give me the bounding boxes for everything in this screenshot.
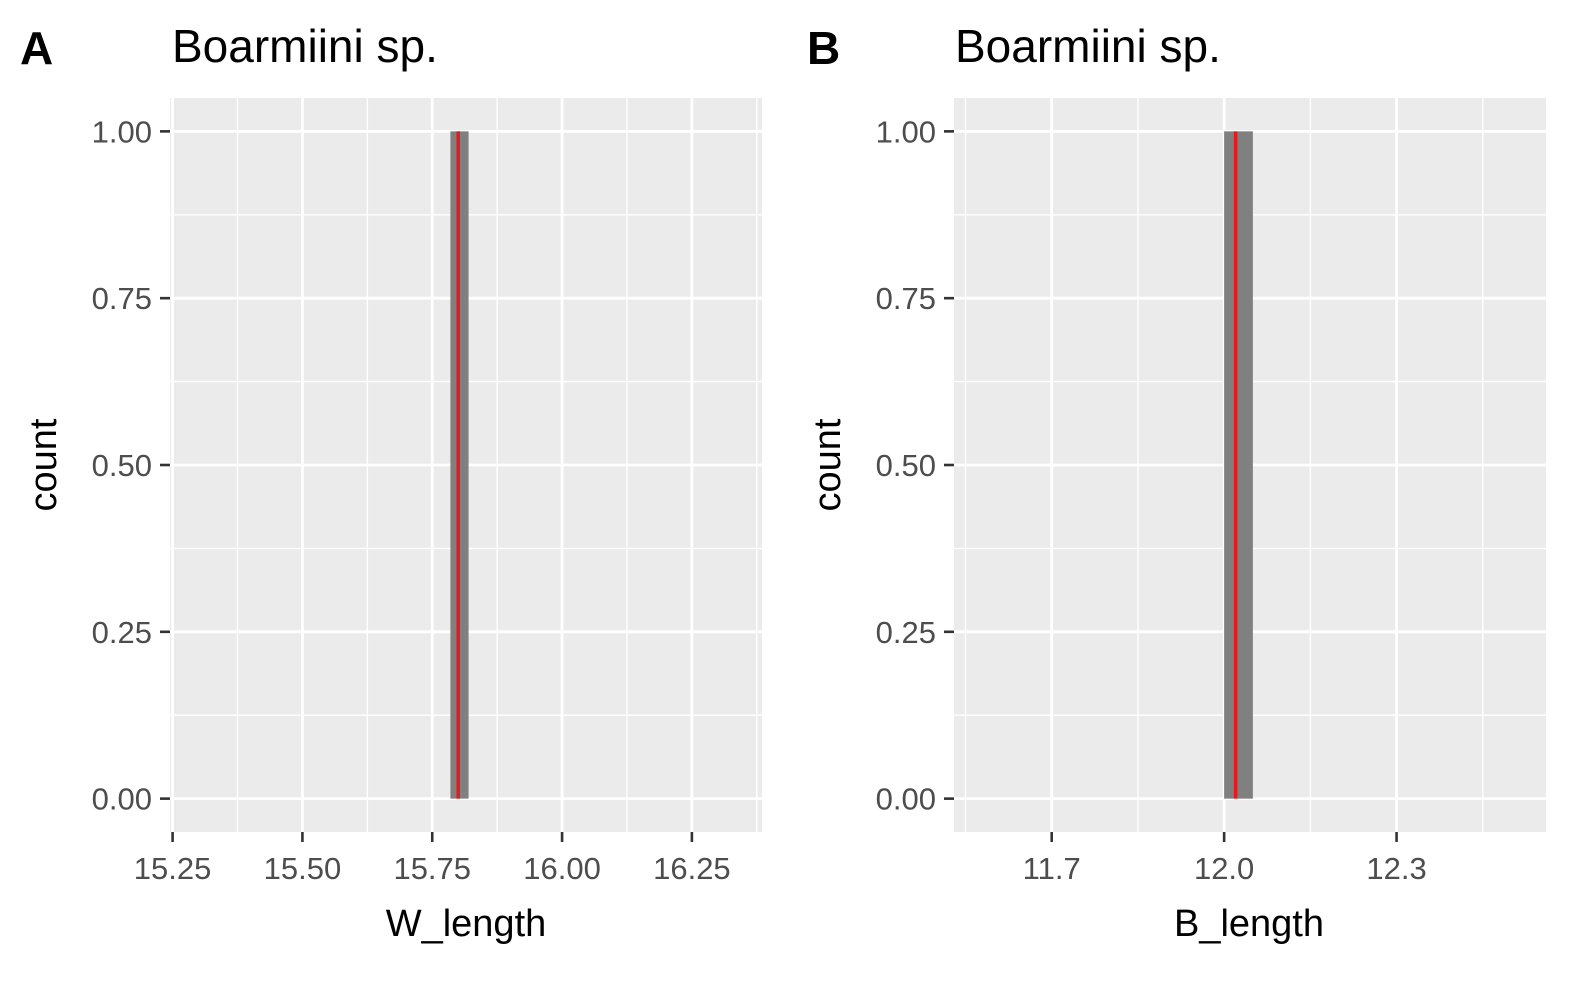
x-tick-label: 15.75 [393, 851, 471, 886]
x-tick-label: 16.00 [523, 851, 601, 886]
y-tick-label: 0.25 [876, 615, 936, 650]
chart-title: Boarmiini sp. [172, 20, 438, 72]
y-tick-label: 0.25 [92, 615, 152, 650]
y-tick-label: 0.75 [876, 281, 936, 316]
histogram-bar [1224, 131, 1253, 799]
y-tick-label: 0.00 [92, 782, 152, 817]
y-tick-label: 1.00 [92, 114, 152, 149]
x-tick-label: 12.0 [1194, 851, 1254, 886]
x-tick-label: 11.7 [1023, 851, 1081, 886]
chart-panel-b: 0.00 0.25 0.50 0.75 1.00 11.7 12.0 12.3 B_length… [807, 20, 1546, 945]
y-tick-label: 0.50 [876, 448, 936, 483]
x-tick-label: 15.50 [264, 851, 342, 886]
x-tick-label: 16.25 [653, 851, 731, 886]
chart-title: Boarmiini sp. [955, 20, 1221, 72]
chart-panel-a: 0.00 0.25 0.50 0.75 1.00 15.25 15.50 15.75 16.00… [20, 20, 762, 945]
y-tick-label: 0.00 [876, 782, 936, 817]
y-axis-title: count [807, 418, 849, 511]
panel-tag: A [20, 22, 53, 74]
x-tick-label: 15.25 [134, 851, 212, 886]
y-tick-label: 0.50 [92, 448, 152, 483]
y-tick-label: 0.75 [92, 281, 152, 316]
y-axis-title: count [23, 418, 65, 511]
x-axis-title: W_length [386, 903, 547, 945]
panel-tag: B [807, 22, 840, 74]
x-axis-title: B_length [1174, 903, 1324, 945]
x-tick-label: 12.3 [1366, 851, 1426, 886]
y-tick-label: 1.00 [876, 114, 936, 149]
